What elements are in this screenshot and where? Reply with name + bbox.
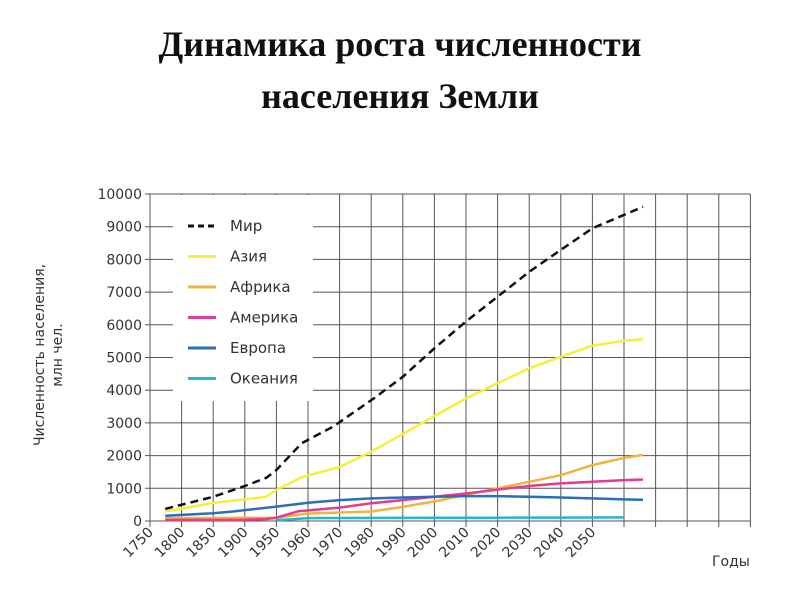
x-tick-label: 2050 [563,525,600,562]
legend-label: Океания [230,370,298,388]
y-tick-label: 8000 [106,252,142,268]
y-tick-label: 2000 [106,449,142,465]
y-tick-label: 7000 [106,285,142,301]
x-tick-label: 1950 [247,525,284,562]
series-line-Европа [165,494,644,518]
series-line-Америка [165,478,644,522]
chart-title-line-2: населения Земли [261,76,539,116]
y-tick-label: 0 [133,514,142,530]
y-tick-label: 1000 [106,481,142,497]
x-tick-label: 1960 [278,525,315,562]
x-tick-label: 2010 [436,525,473,562]
x-tick-label: 1980 [342,525,379,562]
chart-title-line-1: Динамика роста численности [158,24,642,64]
series-line-Азия [164,337,644,513]
y-tick-label: 3000 [106,416,142,432]
y-tick-label: 6000 [106,318,142,334]
x-tick-label: 2020 [468,525,505,562]
x-axis-label: Годы [712,554,750,570]
legend-label: Америка [230,309,298,327]
x-tick-label: 1800 [152,525,189,562]
legend-label: Африка [230,278,291,296]
series-line-Океания [276,516,625,522]
y-axis-label: млн чел. [50,323,66,386]
y-tick-label: 4000 [106,383,142,399]
x-tick-label: 1970 [310,525,347,562]
x-tick-label: 2000 [405,525,442,562]
y-axis-label: Численность населения, [32,264,48,446]
legend-label: Европа [230,339,286,357]
x-tick-label: 1850 [184,525,221,562]
x-tick-label: 2040 [531,525,568,562]
x-tick-label: 1990 [373,525,410,562]
y-tick-label: 5000 [106,351,142,367]
series-line-Мир [164,205,644,511]
x-tick-label: 2030 [500,525,537,562]
legend-label: Азия [230,248,267,266]
legend-box [173,195,313,401]
y-tick-label: 10000 [97,187,142,203]
y-tick-label: 9000 [106,220,142,236]
series-line-Африка [165,453,644,520]
x-tick-label: 1900 [215,525,252,562]
legend-label: Мир [230,217,262,235]
